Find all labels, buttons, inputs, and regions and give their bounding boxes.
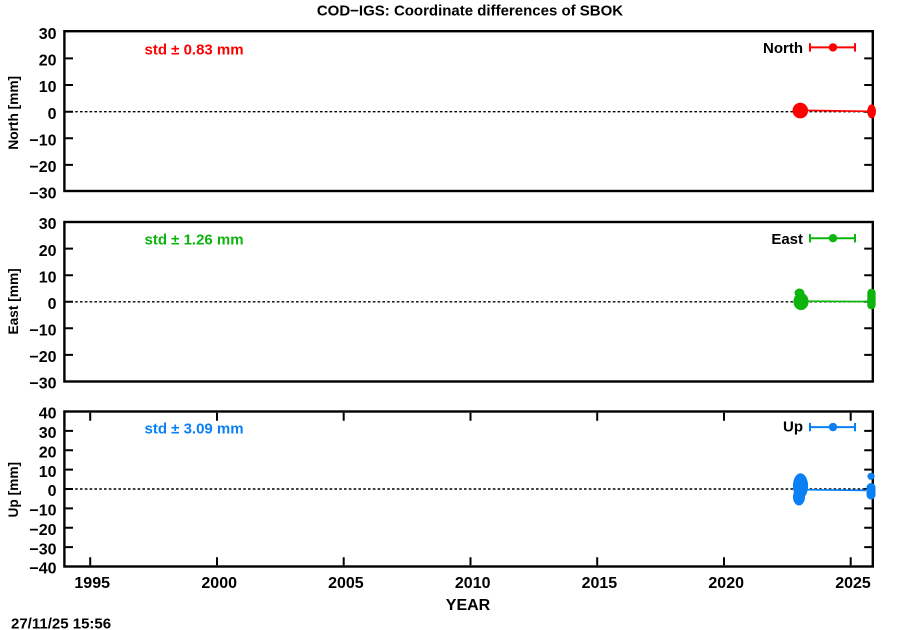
svg-text:North [mm]: North [mm] [6,76,21,150]
svg-text:0: 0 [48,483,57,500]
svg-text:−20: −20 [29,522,56,539]
svg-text:2005: 2005 [328,575,364,592]
svg-text:East [mm]: East [mm] [6,268,21,334]
svg-text:20: 20 [39,243,57,260]
svg-text:20: 20 [39,445,57,462]
svg-text:std ± 3.09 mm: std ± 3.09 mm [145,421,244,438]
svg-text:2025: 2025 [835,575,871,592]
svg-text:YEAR: YEAR [446,597,491,614]
svg-text:−30: −30 [29,376,56,393]
svg-text:0: 0 [48,296,57,313]
svg-text:North: North [763,40,803,57]
svg-text:std ± 0.83 mm: std ± 0.83 mm [145,42,244,59]
svg-text:−10: −10 [29,323,56,340]
svg-text:30: 30 [39,216,57,233]
svg-text:Up [mm]: Up [mm] [6,462,21,518]
svg-text:COD−IGS: Coordinate difference: COD−IGS: Coordinate differences of SBOK [317,3,623,20]
svg-text:10: 10 [39,464,57,481]
svg-text:1995: 1995 [74,575,110,592]
svg-text:27/11/25 15:56: 27/11/25 15:56 [11,616,111,630]
svg-text:20: 20 [39,53,57,70]
svg-text:0: 0 [48,106,57,123]
svg-text:2015: 2015 [582,575,618,592]
svg-text:East: East [771,231,803,248]
svg-text:−40: −40 [29,561,56,578]
svg-text:10: 10 [39,79,57,96]
svg-text:2020: 2020 [708,575,744,592]
svg-text:2010: 2010 [455,575,491,592]
svg-text:10: 10 [39,269,57,286]
svg-text:−20: −20 [29,159,56,176]
svg-text:30: 30 [39,26,57,43]
svg-text:Up: Up [783,419,803,436]
svg-text:−10: −10 [29,133,56,150]
svg-text:−30: −30 [29,186,56,203]
svg-text:30: 30 [39,425,57,442]
svg-text:−30: −30 [29,541,56,558]
svg-text:40: 40 [39,406,57,423]
svg-text:−10: −10 [29,503,56,520]
svg-text:2000: 2000 [201,575,237,592]
svg-text:std ± 1.26 mm: std ± 1.26 mm [145,232,244,249]
svg-text:−20: −20 [29,349,56,366]
